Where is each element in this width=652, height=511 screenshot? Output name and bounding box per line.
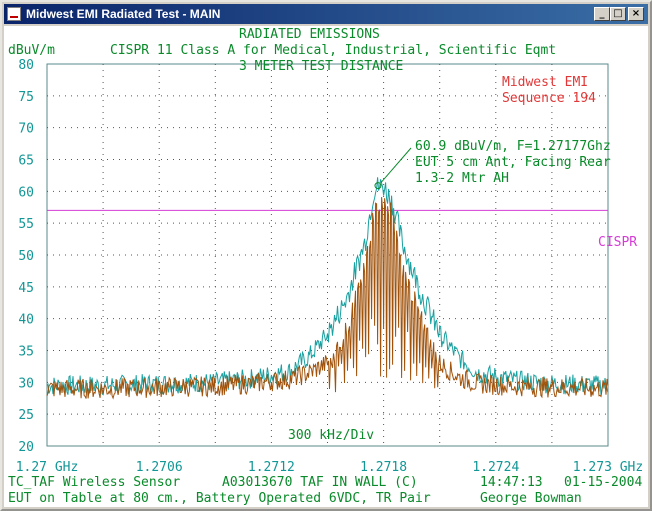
y-tick-label: 50 [18,249,34,264]
window-title: Midwest EMI Radiated Test - MAIN [26,7,221,21]
x-tick-label: 1.2712 [248,460,295,475]
header-standard: CISPR 11 Class A for Medical, Industrial… [110,43,557,58]
y-tick-label: 30 [18,376,34,391]
limit-label: CISPR [598,235,638,250]
footer-test-id: A03013670 TAF IN WALL (C) [222,475,418,490]
trace-series-2 [46,197,609,400]
y-tick-label: 20 [18,440,34,455]
title-bar[interactable]: Midwest EMI Radiated Test - MAIN _ □ × [4,4,648,24]
y-tick-label: 55 [18,217,34,232]
y-tick-label: 70 [18,122,34,137]
trace-series-1 [46,177,609,396]
footer-sensor: TC_TAF Wireless Sensor [8,475,181,490]
x-tick-label: 1.2724 [472,460,519,475]
footer-date: 01-15-2004 [564,475,643,490]
x-tick-label: 1.27 GHz [16,460,79,475]
y-tick-label: 45 [18,281,34,296]
peak-marker-leader [380,147,412,183]
close-button[interactable]: × [628,7,644,21]
sequence-label: Sequence 194 [502,91,596,106]
y-tick-label: 25 [18,408,34,423]
footer-operator: George Bowman [480,491,582,506]
marker-annotation-eut: EUT 5 cm Ant, Facing Rear [415,155,611,170]
marker-annotation-value: 60.9 dBuV/m, F=1.27177Ghz [415,139,611,154]
y-axis-unit: dBuV/m [8,43,55,58]
header-title: RADIATED EMISSIONS [239,27,380,42]
plot-area: 20 25 30 35 40 45 50 55 60 65 70 75 80 1.27 GHz 1.2706… [4,26,648,507]
app-icon[interactable] [7,7,21,21]
y-tick-label: 60 [18,185,34,200]
header-distance: 3 METER TEST DISTANCE [239,59,404,74]
y-tick-label: 75 [18,90,34,105]
y-tick-label: 40 [18,313,34,328]
emissions-chart: 20 25 30 35 40 45 50 55 60 65 70 75 80 1.27 GHz 1.2706… [16,58,644,475]
x-tick-label: 1.2706 [136,460,183,475]
maximize-button[interactable]: □ [610,7,626,21]
y-tick-label: 65 [18,154,34,169]
minimize-button[interactable]: _ [594,7,610,21]
y-tick-label: 80 [18,58,34,73]
x-tick-label: 1.273 GHz [573,460,643,475]
y-tick-label: 35 [18,345,34,360]
footer-setup: EUT on Table at 80 cm., Battery Operated… [8,491,431,506]
footer-time: 14:47:13 [480,475,543,490]
scale-label: 300 kHz/Div [288,428,375,443]
x-tick-label: 1.2718 [360,460,407,475]
marker-annotation-height: 1.3-2 Mtr AH [415,171,509,186]
company-name: Midwest EMI [502,75,589,90]
peak-marker [374,182,382,190]
